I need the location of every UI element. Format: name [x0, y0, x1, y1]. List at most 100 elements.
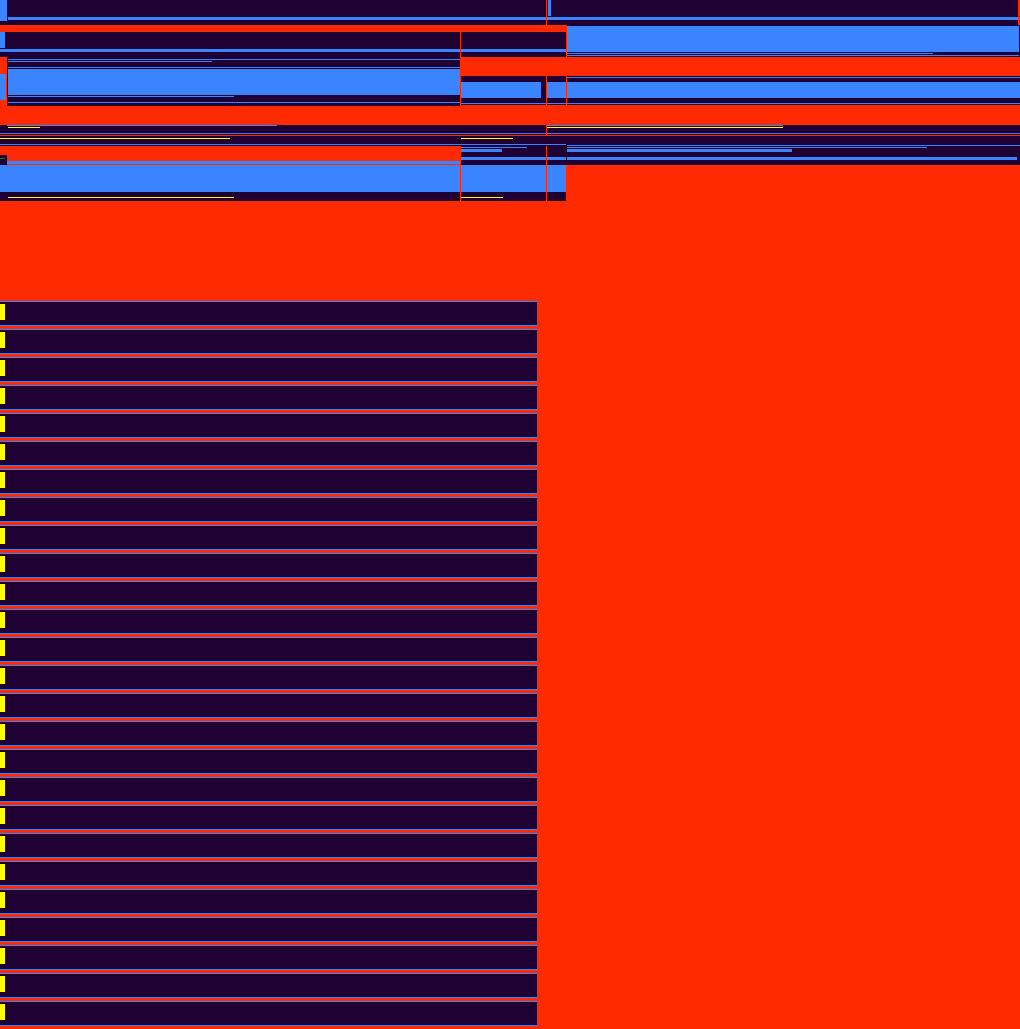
list-item-body: [0, 638, 537, 661]
list-item-top-border: [0, 665, 537, 666]
list-item[interactable]: [0, 749, 537, 777]
list-item[interactable]: [0, 777, 537, 805]
right-header-block[interactable]: [567, 26, 1019, 52]
lower-panel-highlight: [8, 197, 234, 198]
list-item[interactable]: [0, 553, 537, 581]
list-item-body: [0, 358, 537, 381]
list-item[interactable]: [0, 1001, 537, 1029]
list-item[interactable]: [0, 693, 537, 721]
list-item-top-border: [0, 525, 537, 526]
list-item-marker-icon: [0, 612, 5, 628]
list-item[interactable]: [0, 637, 537, 665]
list-item[interactable]: [0, 525, 537, 553]
list-item-marker-icon: [0, 360, 5, 376]
list-item-marker-icon: [0, 1004, 5, 1020]
list-item-marker-icon: [0, 976, 5, 992]
list-item-body: [0, 330, 537, 353]
content-panel-1-line-b: [8, 61, 212, 62]
list-item-bottom-border: [0, 941, 537, 942]
status-row-line-right: [547, 125, 783, 126]
list-item[interactable]: [0, 441, 537, 469]
list-item-marker-icon: [0, 780, 5, 796]
list-item-body: [0, 694, 537, 717]
list-item-marker-icon: [0, 472, 5, 488]
list-item-bottom-border: [0, 969, 537, 970]
header-panel-left: [0, 32, 460, 57]
list-item-body: [0, 470, 537, 493]
list-item[interactable]: [0, 385, 537, 413]
content-panel-2-block[interactable]: [461, 82, 541, 98]
list-item-marker-icon: [0, 836, 5, 852]
content-panel-2-divider: [546, 76, 547, 105]
header-panel-left-line: [0, 49, 460, 52]
list-item-bottom-border: [0, 605, 537, 606]
list-item-marker-icon: [0, 864, 5, 880]
list-item-top-border: [0, 749, 537, 750]
list-item[interactable]: [0, 889, 537, 917]
list-item-marker-icon: [0, 388, 5, 404]
list-item[interactable]: [0, 497, 537, 525]
list-item-top-border: [0, 301, 537, 302]
list-item-bottom-border: [0, 577, 537, 578]
list-item-bottom-border: [0, 437, 537, 438]
list-item[interactable]: [0, 833, 537, 861]
list-item-top-border: [0, 805, 537, 806]
list-item-marker-icon: [0, 724, 5, 740]
content-panel-1-line-c: [8, 67, 460, 68]
top-bar-divider: [546, 0, 547, 25]
list-item-top-border: [0, 861, 537, 862]
list-item-body: [0, 862, 537, 885]
lower-panel-block[interactable]: [7, 165, 460, 192]
content-panel-1-block[interactable]: [8, 69, 460, 95]
list-item-top-border: [0, 889, 537, 890]
list-item-top-border: [0, 441, 537, 442]
list-item[interactable]: [0, 301, 537, 329]
list-item[interactable]: [0, 665, 537, 693]
content-panel-2-tab[interactable]: [547, 82, 566, 98]
list-item[interactable]: [0, 721, 537, 749]
lower-right-line-d: [567, 157, 1017, 160]
column-divider-2[interactable]: [566, 25, 567, 106]
header-panel-left-marker: [0, 32, 5, 48]
list-item-top-border: [0, 1001, 537, 1002]
column-divider-1[interactable]: [460, 32, 461, 106]
list-item-body: [0, 750, 537, 773]
lower-panel-divider: [460, 146, 461, 201]
list-item-top-border: [0, 329, 537, 330]
list-item-body: [0, 414, 537, 437]
list-item-top-border: [0, 945, 537, 946]
content-panel-3-block[interactable]: [567, 82, 1020, 98]
list-item-bottom-border: [0, 689, 537, 690]
list-item-top-border: [0, 721, 537, 722]
list-item[interactable]: [0, 861, 537, 889]
list-item-bottom-border: [0, 997, 537, 998]
list-item[interactable]: [0, 973, 537, 1001]
list-item[interactable]: [0, 581, 537, 609]
list-item-top-border: [0, 413, 537, 414]
list-item[interactable]: [0, 945, 537, 973]
header-panel-middle: [461, 32, 566, 57]
lower-panel-line: [7, 161, 460, 164]
list-item-bottom-border: [0, 325, 537, 326]
list-item-marker-icon: [0, 948, 5, 964]
list-item[interactable]: [0, 609, 537, 637]
list-item[interactable]: [0, 917, 537, 945]
top-bar-right-tab[interactable]: [548, 0, 551, 16]
list-item-marker-icon: [0, 920, 5, 936]
list-item-body: [0, 946, 537, 969]
list-item-marker-icon: [0, 500, 5, 516]
list-item[interactable]: [0, 329, 537, 357]
lower-right-line-c: [567, 149, 792, 152]
list-item[interactable]: [0, 469, 537, 497]
list-item[interactable]: [0, 805, 537, 833]
list-item-top-border: [0, 833, 537, 834]
lower-middle-block[interactable]: [461, 165, 566, 192]
top-bar-underline: [8, 17, 1018, 20]
list-item-top-border: [0, 469, 537, 470]
list-item-body: [0, 302, 537, 325]
list-item[interactable]: [0, 357, 537, 385]
list-item-marker-icon: [0, 808, 5, 824]
list-item-top-border: [0, 777, 537, 778]
lower-middle-divider: [546, 146, 547, 201]
list-item[interactable]: [0, 413, 537, 441]
